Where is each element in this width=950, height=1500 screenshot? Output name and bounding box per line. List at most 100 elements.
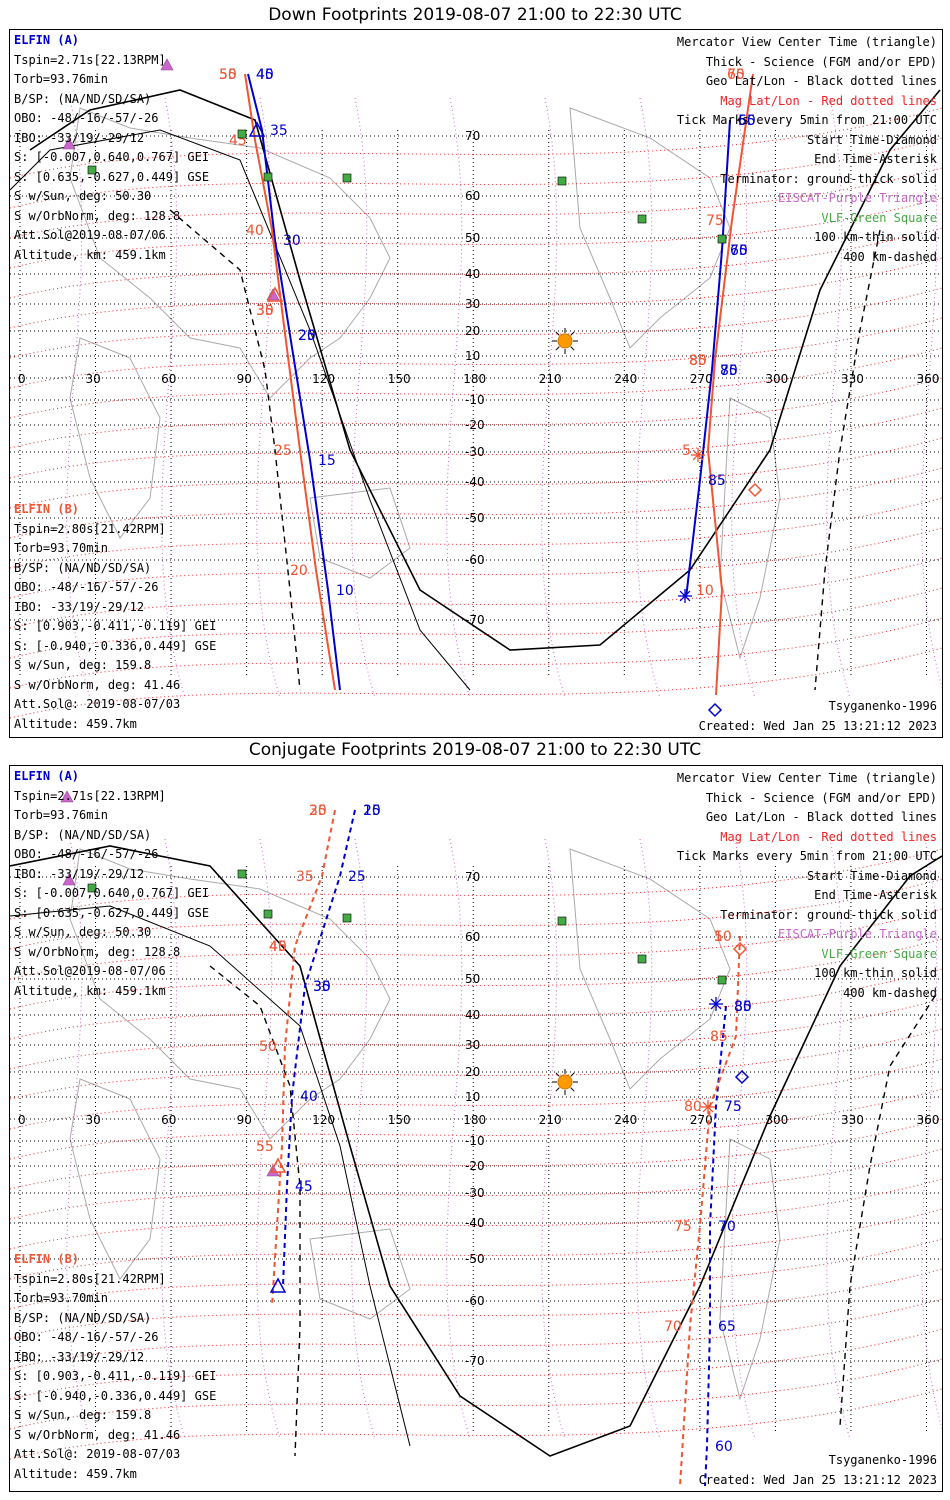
info-line: Altitude: 459.7km [14,1466,137,1481]
satellite-label: ELFIN (A) [14,769,80,783]
land-outline [719,397,781,660]
legend-entry: Geo Lat/Lon - Black dotted lines [705,810,937,824]
land-outline [309,1228,411,1320]
sun-ray [570,1072,575,1077]
eiscat-station-marker [62,873,76,886]
mag-parallel [10,197,942,269]
info-line: IBO: -33/19/-29/12 [14,130,145,145]
mag-parallel [10,1088,942,1160]
terminator-line [29,89,941,651]
legend-entry: Tick Marks every 5min from 21:00 UTC [676,113,937,127]
end-time-asterisk [691,448,705,462]
mag-parallel [10,377,942,449]
elfin-a-tick-label: 10 [336,583,354,599]
sun-ray [570,331,575,336]
info-line: Torb=93.76min [14,808,108,822]
mag-parallel [10,1208,942,1280]
vlf-station-marker [87,165,97,175]
lon-tick-label: 150 [388,372,411,386]
geo-grid [10,866,942,1431]
legend-entry: Mercator View Center Time (triangle) [676,35,937,49]
mag-parallel [10,1268,942,1340]
mag-meridians [66,838,942,1440]
sun-ray [555,1072,560,1077]
legend-entry: End Time-Asterisk [814,152,937,166]
lat-tick-label: 70 [465,129,480,143]
info-line: S w/OrbNorm, deg: 41.46 [14,1427,181,1442]
legend-entry: Tick Marks every 5min from 21:00 UTC [676,849,937,863]
elfin-a-track-east [704,1005,727,1487]
lon-tick-label: 30 [86,372,101,386]
info-line: Altitude: 459.7km [14,716,137,731]
sun-ray [570,1087,575,1092]
axis-labels: 0 30 60 90 120 150 180 210 240 270 300 330 360 70 60 50… [18,129,939,627]
info-line: S: [0.903,-0.411,-0.119] GEI [14,619,217,633]
elfin-a-tick-label: 70 [730,243,748,259]
elfin-b-tick-label: 45 [269,939,287,955]
mag-meridian [826,838,851,1440]
info-line: Altitude, km: 459.1km [14,983,166,998]
vlf-station-marker [717,975,727,985]
lon-tick-label: 0 [18,1113,26,1127]
lon-tick-label: 180 [463,1113,486,1127]
created-timestamp: Created: Wed Jan 25 13:21:12 2023 [698,1472,937,1487]
elfin-a-tick-label: 75 [724,1099,742,1115]
map-canvas: 0 30 60 90 120 150 180 210 240 270 300 330 360 70 60 50… [10,790,942,1487]
info-line: S: [-0.007,0.640,0.767] GEI [14,886,210,900]
mag-meridian [256,838,281,1440]
vlf-station-marker [237,869,247,879]
info-line: S: [-0.940,-0.336,0.449] GSE [14,1388,217,1403]
elfin-a-tick-label: 60 [715,1439,733,1455]
lat-tick-label: 10 [465,349,480,363]
legend-entry: Terminator: ground-thick solid [720,171,937,186]
lat-tick-label: -70 [465,613,485,627]
info-line: B/SP: (NA/ND/SD/SA) [14,560,152,575]
eiscat-station-marker [160,58,174,71]
info-line: S w/Sun, deg: 50.30 [14,189,152,203]
lon-tick-label: 60 [161,1113,176,1127]
conjugate-footprints-panel: 0 30 60 90 120 150 180 210 240 270 300 330 360 70 60 50… [9,765,943,1492]
elfin-b-tick-label: 75 [674,1219,692,1235]
map-footer: Tsyganenko-1996 Created: Wed Jan 25 13:21… [699,1451,937,1490]
legend-entry: Thick - Science (FGM and/or EPD) [705,54,937,69]
mag-parallel [10,1148,942,1220]
elfin-a-tick-label: 20 [298,328,316,344]
elfin-a-tick-label: 45 [295,1179,313,1195]
lat-tick-label: 50 [465,231,480,245]
elfin-a-tick-label: 60 [738,113,756,129]
info-line: Att.Sol@: 2019-08-07/03 [14,1447,181,1461]
top-panel-title: Down Footprints 2019-08-07 21:00 to 22:3… [268,5,682,25]
elfin-b-info-block: ELFIN (B) Tspin=2.80s[21.42RPM] Torb=93.70… [14,1250,216,1484]
lon-tick-label: 300 [765,1113,788,1127]
lon-tick-label: 90 [237,1113,252,1127]
mag-parallel [10,467,942,539]
info-line: S: [0.903,-0.411,-0.119] GEI [14,1369,217,1383]
mag-parallel [10,878,942,950]
mag-meridian [351,838,376,1440]
eiscat-station-marker [266,1164,280,1177]
elfin-a-center-triangle [269,1277,287,1293]
lat-tick-label: 40 [465,267,480,281]
elfin-a-tick-label: 25 [298,328,316,344]
mag-parallel [10,557,942,629]
elfin-b-tick-label: 85 [710,1029,728,1045]
legend-entry: Start Time-Diamond [806,132,937,147]
end-time-asterisk [701,1100,715,1114]
mag-parallel [10,167,942,239]
elfin-a-tick-label: 35 [270,123,288,139]
elfin-b-center-triangle [266,286,284,302]
elfin-b-tick-label: 55 [219,67,237,83]
legend-entry: VLF-Green Square [821,946,937,961]
start-time-diamond [734,1069,750,1085]
elfin-a-tick-label: 30 [283,233,301,249]
info-line: Att.Sol@: 2019-08-07/03 [14,697,181,711]
mag-meridian [541,97,566,699]
lat-tick-label: 30 [465,297,480,311]
mag-parallel [10,968,942,1040]
info-line: B/SP: (NA/ND/SD/SA) [14,827,152,842]
lat-tick-label: -20 [465,418,485,432]
mag-parallel [10,137,942,209]
elfin-a-info-block: ELFIN (A) Tspin=2.71s[22.13RPM] Torb=93.76… [14,767,209,1001]
legend-entry: Geo Lat/Lon - Black dotted lines [705,74,937,88]
elfin-b-tick-label: 25 [309,803,327,819]
